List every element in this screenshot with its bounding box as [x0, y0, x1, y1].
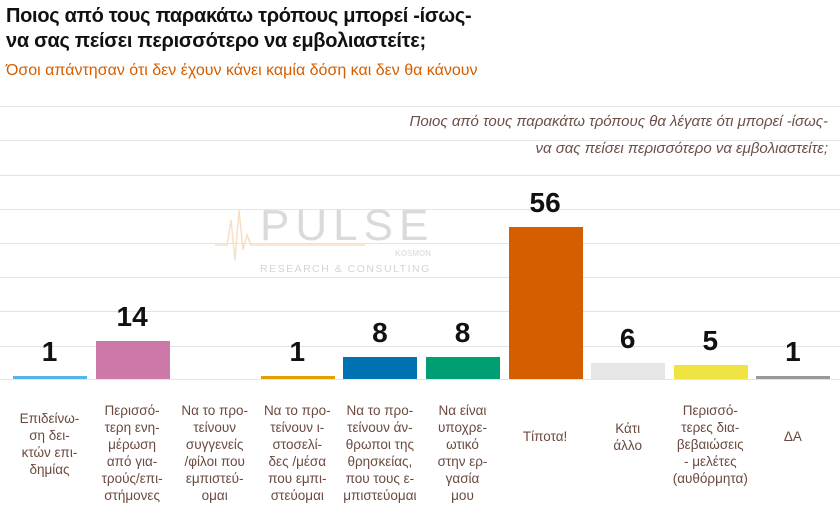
gridline: [0, 243, 840, 244]
data-label: 6: [619, 322, 636, 354]
category-label: Κάτι άλλο: [613, 421, 642, 453]
bar: [508, 226, 583, 379]
category-label: Περισσό- τερη ενη- μέρωση από για- τρούς…: [101, 403, 163, 503]
title-line-2: να σας πείσει περισσότερο να εμβολιαστεί…: [6, 30, 426, 52]
data-label: 1: [785, 336, 801, 368]
category-label: Τίποτα!: [522, 429, 568, 444]
data-label: 8: [454, 317, 471, 349]
question-line-2: να σας πείσει περισσότερο να εμβολιαστεί…: [535, 140, 828, 157]
gridline: [0, 277, 840, 278]
watermark-tag: KOSMON: [395, 249, 431, 258]
data-label: 1: [41, 336, 58, 368]
bar: [673, 365, 748, 379]
watermark-brand: PULSE: [260, 201, 434, 250]
watermark-sub: RESEARCH & CONSULTING: [260, 263, 431, 275]
data-label: 14: [116, 300, 148, 332]
gridline: [0, 311, 840, 312]
data-label: 5: [702, 325, 719, 357]
category-label: Περισσό- τερες δια- βεβαιώσεις - μελέτες…: [672, 403, 748, 486]
chart-title: Ποιος από τους παρακάτω τρόπους μπορεί -…: [6, 4, 472, 54]
gridline: [0, 209, 840, 210]
question-text: Ποιος από τους παρακάτω τρόπους θα λέγατ…: [268, 108, 828, 162]
title-line-1: Ποιος από τους παρακάτω τρόπους μπορεί -…: [6, 5, 472, 27]
pulse-watermark-logo: PULSE KOSMON RESEARCH & CONSULTING: [215, 201, 434, 275]
category-label: ΔΑ: [783, 429, 802, 444]
data-label: 56: [529, 186, 561, 218]
bar: [756, 376, 831, 379]
category-label: Να το προ- τείνουν άν- θρωποι της θρησκε…: [343, 403, 417, 503]
gridline: [0, 346, 840, 347]
category-label: Επιδείνω- ση δει- κτών επι- δημίας: [19, 411, 80, 477]
bar: [13, 376, 87, 379]
category-label: Να το προ- τείνουν συγγενείς /φίλοι που …: [181, 403, 249, 503]
category-label: Να το προ- τείνουν ι- στοσελί- δες /μέσα…: [263, 403, 331, 503]
question-line-1: Ποιος από τους παρακάτω τρόπους θα λέγατ…: [409, 113, 828, 130]
bar: [426, 357, 500, 379]
gridline: [0, 140, 840, 141]
data-label: 8: [372, 317, 388, 349]
bar: [591, 362, 666, 379]
bar: [343, 357, 418, 379]
gridline: [0, 379, 840, 380]
chart-subtitle: Όσοι απάντησαν ότι δεν έχουν κάνει καμία…: [6, 62, 478, 79]
bar: [260, 376, 335, 379]
gridline: [0, 175, 840, 176]
gridline: [0, 106, 840, 107]
category-label: Να είναι υποχρε- ωτικό στην ερ- γασία μο…: [437, 403, 488, 503]
bar: [95, 340, 170, 379]
data-label: 1: [289, 336, 306, 368]
